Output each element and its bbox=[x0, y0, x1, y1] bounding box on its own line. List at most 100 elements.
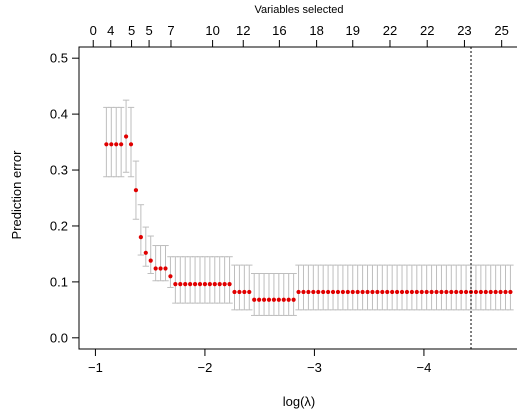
data-point bbox=[148, 258, 153, 263]
errorbar bbox=[379, 264, 386, 311]
x-tick-label: −3 bbox=[307, 360, 322, 375]
top-tick-label: 5 bbox=[128, 23, 135, 38]
errorbar bbox=[418, 264, 425, 311]
data-point bbox=[301, 289, 306, 295]
data-point bbox=[114, 142, 119, 147]
data-point bbox=[123, 134, 129, 139]
errorbar bbox=[295, 264, 302, 311]
errorbar bbox=[319, 264, 327, 311]
data-point bbox=[296, 289, 301, 295]
errorbar bbox=[364, 264, 371, 311]
data-point bbox=[261, 297, 267, 302]
errorbar bbox=[507, 264, 514, 311]
x-tick-label: −1 bbox=[88, 360, 103, 375]
errorbar bbox=[221, 256, 228, 304]
data-point bbox=[409, 289, 414, 295]
data-point bbox=[178, 282, 183, 287]
errorbar bbox=[251, 273, 258, 316]
data-point bbox=[399, 289, 405, 295]
errorbar bbox=[201, 256, 209, 304]
errorbar bbox=[374, 264, 381, 311]
top-tick-label: 12 bbox=[236, 23, 250, 38]
errorbar bbox=[167, 256, 174, 288]
data-point bbox=[321, 289, 326, 295]
y-tick-label: 0.4 bbox=[50, 107, 68, 122]
data-point bbox=[242, 289, 247, 295]
errorbar bbox=[393, 264, 401, 311]
errorbar bbox=[423, 264, 430, 311]
data-point bbox=[158, 266, 163, 271]
data-point bbox=[286, 297, 291, 302]
errorbar bbox=[177, 256, 184, 304]
data-point bbox=[133, 188, 139, 193]
errorbar bbox=[265, 273, 273, 316]
errorbar bbox=[127, 106, 135, 178]
data-point bbox=[257, 297, 262, 302]
data-point bbox=[153, 266, 158, 271]
data-point bbox=[227, 282, 232, 287]
y-axis-title: Prediction error bbox=[9, 150, 24, 240]
data-point bbox=[508, 289, 513, 295]
errorbar bbox=[482, 264, 489, 311]
errorbar bbox=[492, 264, 499, 311]
top-tick-label: 5 bbox=[145, 23, 152, 38]
data-point bbox=[128, 142, 134, 147]
data-point bbox=[192, 282, 198, 287]
errorbar bbox=[206, 256, 214, 304]
errorbar bbox=[236, 264, 243, 311]
errorbar bbox=[448, 264, 455, 311]
errorbar bbox=[196, 256, 204, 304]
errorbar bbox=[226, 256, 233, 304]
data-point bbox=[143, 250, 148, 255]
errorbar bbox=[117, 106, 125, 178]
data-point bbox=[394, 289, 400, 295]
plot-frame bbox=[78, 46, 517, 350]
top-tick-label: 19 bbox=[346, 23, 360, 38]
errorbar bbox=[246, 264, 253, 311]
errorbar bbox=[275, 273, 283, 316]
data-point bbox=[404, 289, 410, 295]
top-tick-label: 10 bbox=[205, 23, 219, 38]
data-point bbox=[188, 282, 193, 287]
x-tick-label: −4 bbox=[417, 360, 432, 375]
errorbars-layer bbox=[103, 99, 514, 316]
data-point bbox=[503, 289, 508, 295]
data-point bbox=[281, 297, 286, 302]
data-point bbox=[434, 289, 439, 295]
data-point bbox=[370, 289, 375, 295]
errorbar bbox=[388, 264, 396, 311]
data-point bbox=[350, 289, 355, 295]
data-point bbox=[454, 289, 459, 295]
errorbar bbox=[285, 273, 292, 316]
errorbar bbox=[310, 264, 317, 311]
errorbar bbox=[241, 264, 248, 311]
errorbar bbox=[157, 245, 164, 282]
data-point bbox=[183, 282, 188, 287]
top-tick-label: 23 bbox=[457, 23, 471, 38]
data-point bbox=[444, 289, 449, 295]
y-tick-label: 0.0 bbox=[50, 330, 68, 345]
data-point bbox=[419, 289, 424, 295]
errorbar bbox=[403, 264, 411, 311]
axes-layer: 0.00.10.20.30.40.5−1 −2 −3 −40 4 5 5 7 10 12 16 18 1… bbox=[50, 23, 509, 375]
errorbar bbox=[182, 256, 189, 304]
data-point bbox=[360, 289, 365, 295]
errorbar bbox=[147, 235, 154, 274]
errorbar bbox=[211, 256, 218, 304]
y-tick-label: 0.1 bbox=[50, 274, 68, 289]
errorbar bbox=[280, 273, 287, 316]
errorbar bbox=[398, 264, 406, 311]
x-tick-label: −2 bbox=[198, 360, 213, 375]
data-point bbox=[202, 282, 208, 287]
top-tick-label: 16 bbox=[272, 23, 286, 38]
data-point bbox=[217, 282, 222, 287]
errorbar bbox=[324, 264, 332, 311]
top-tick-label: 22 bbox=[383, 23, 397, 38]
errorbar bbox=[349, 264, 356, 311]
top-tick-label: 18 bbox=[309, 23, 323, 38]
data-point bbox=[380, 289, 385, 295]
errorbar bbox=[384, 264, 391, 311]
top-tick-label: 22 bbox=[420, 23, 434, 38]
data-point bbox=[463, 289, 469, 295]
errorbar bbox=[329, 264, 337, 311]
